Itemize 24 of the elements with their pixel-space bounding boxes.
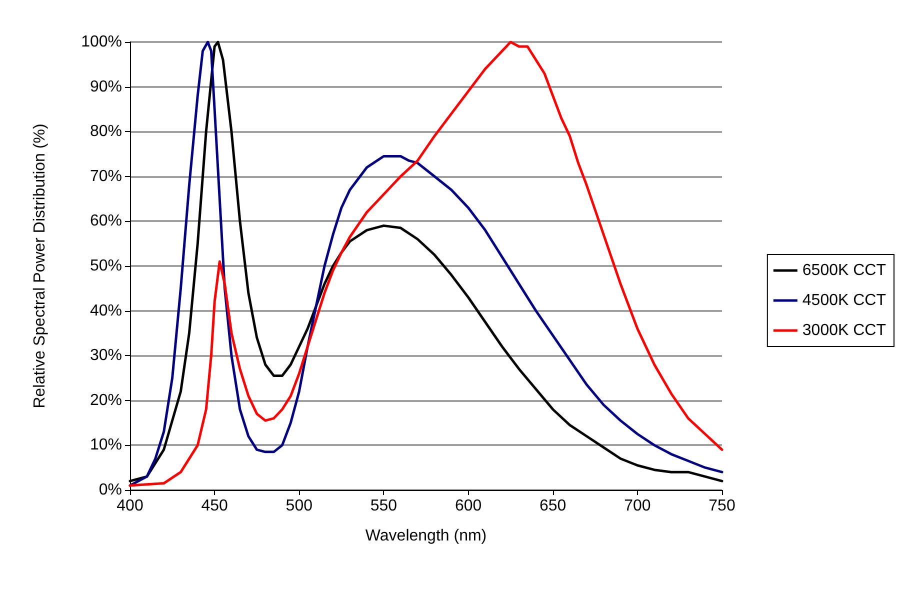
x-tick-label: 750 <box>708 498 736 514</box>
x-axis-title: Wavelength (nm) <box>365 528 487 544</box>
y-tick-label: 0% <box>98 482 122 498</box>
legend-label: 3000K CCT <box>802 322 886 339</box>
x-tick-label: 400 <box>116 498 144 514</box>
legend-label: 4500K CCT <box>802 292 886 309</box>
y-tick-label: 10% <box>90 436 122 454</box>
y-tick-label: 50% <box>90 258 122 274</box>
y-tick-label: 60% <box>90 212 122 230</box>
y-tick-label: 70% <box>90 168 122 185</box>
y-tick-label: 40% <box>90 302 122 320</box>
x-tick-label: 500 <box>286 498 313 514</box>
x-tick-label: 700 <box>624 498 651 514</box>
y-axis-title: Relative Spectral Power Distribution (%) <box>32 124 48 408</box>
y-tick-label: 80% <box>90 123 122 140</box>
x-tick-label: 550 <box>370 498 398 514</box>
y-tick-label: 20% <box>90 392 122 409</box>
y-tick-label: 100% <box>81 34 122 50</box>
legend-label: 6500K CCT <box>802 262 886 279</box>
x-tick-label: 600 <box>454 498 482 514</box>
y-tick-label: 30% <box>90 347 122 364</box>
x-tick-label: 650 <box>540 498 566 514</box>
y-tick-label: 90% <box>90 78 122 96</box>
x-tick-label: 450 <box>201 498 228 514</box>
